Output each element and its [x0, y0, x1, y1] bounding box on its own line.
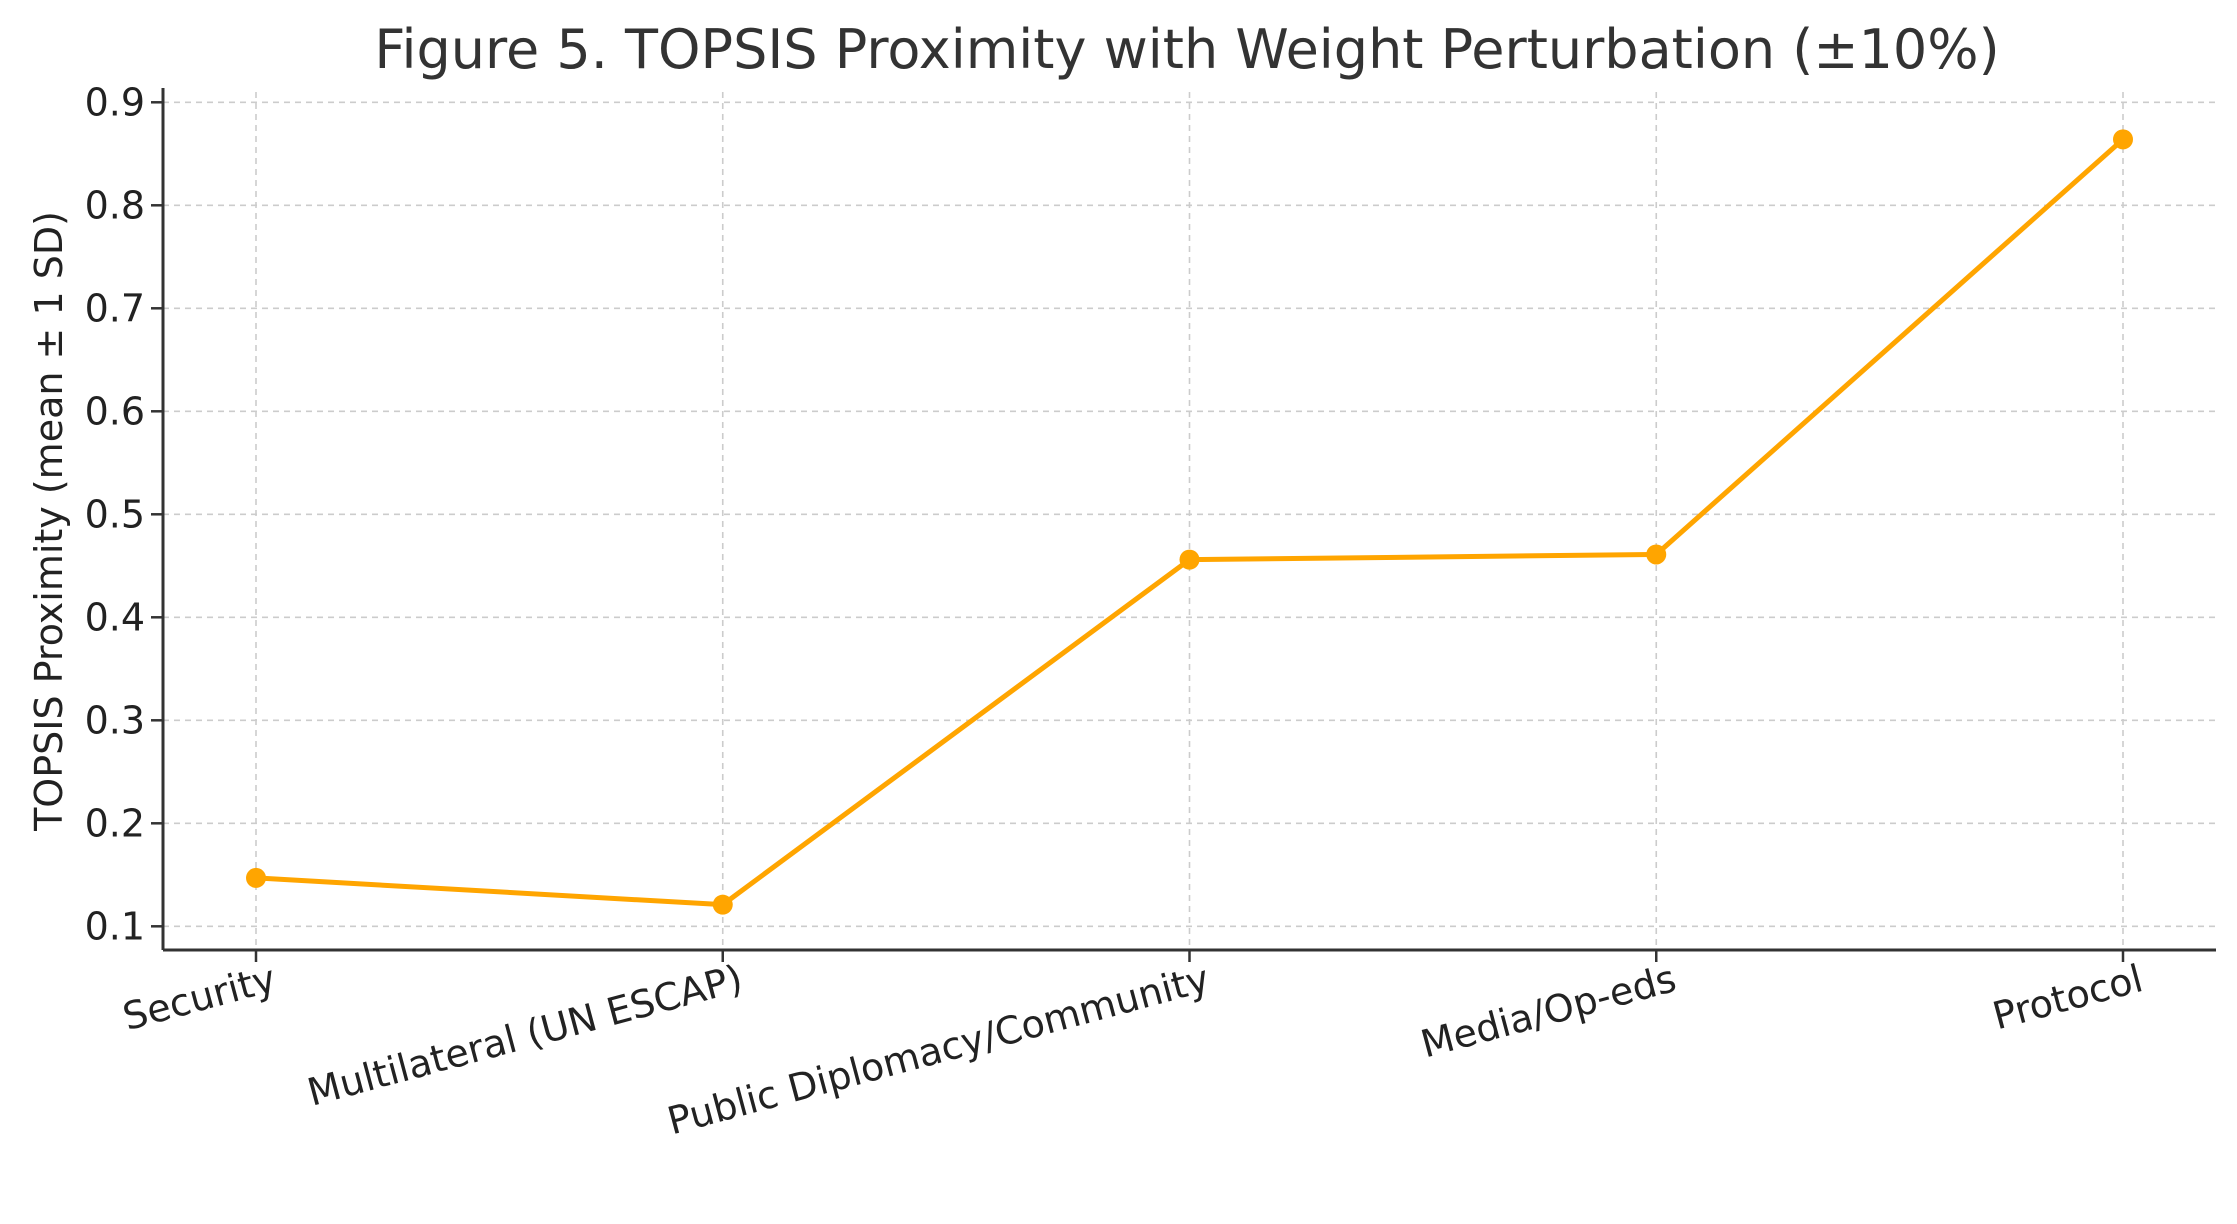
y-tick-label: 0.2	[85, 801, 145, 845]
grid	[163, 92, 2216, 950]
data-point	[1646, 544, 1667, 565]
data-point	[712, 894, 733, 915]
y-tick-label: 0.9	[85, 80, 145, 124]
y-tick-label: 0.6	[85, 389, 145, 433]
data-point	[1179, 549, 1200, 570]
data-point	[246, 867, 266, 888]
series	[246, 129, 2133, 915]
x-tick-label: Security	[118, 956, 280, 1039]
x-tick-label: Multilateral (UN ESCAP)	[303, 956, 747, 1114]
chart-title: Figure 5. TOPSIS Proximity with Weight P…	[374, 18, 1999, 81]
x-tick-label: Media/Op-eds	[1416, 956, 1680, 1066]
x-tick-label: Protocol	[1988, 956, 2147, 1038]
y-tick-label: 0.7	[85, 286, 145, 330]
y-ticks: 0.1 0.2 0.3 0.4 0.5 0.6 0.7 0.8 0.9	[85, 80, 163, 948]
y-axis-label: TOPSIS Proximity (mean ± 1 SD)	[27, 211, 71, 832]
y-tick-label: 0.1	[85, 904, 145, 948]
y-tick-label: 0.8	[85, 183, 145, 227]
y-tick-label: 0.4	[85, 595, 145, 639]
x-ticks: Security Multilateral (UN ESCAP)Public Di…	[118, 950, 2147, 1143]
data-point	[2113, 129, 2133, 150]
y-tick-label: 0.3	[85, 698, 145, 742]
x-tick-label: Public Diplomacy/Community	[663, 956, 1214, 1143]
y-tick-label: 0.5	[85, 492, 145, 536]
